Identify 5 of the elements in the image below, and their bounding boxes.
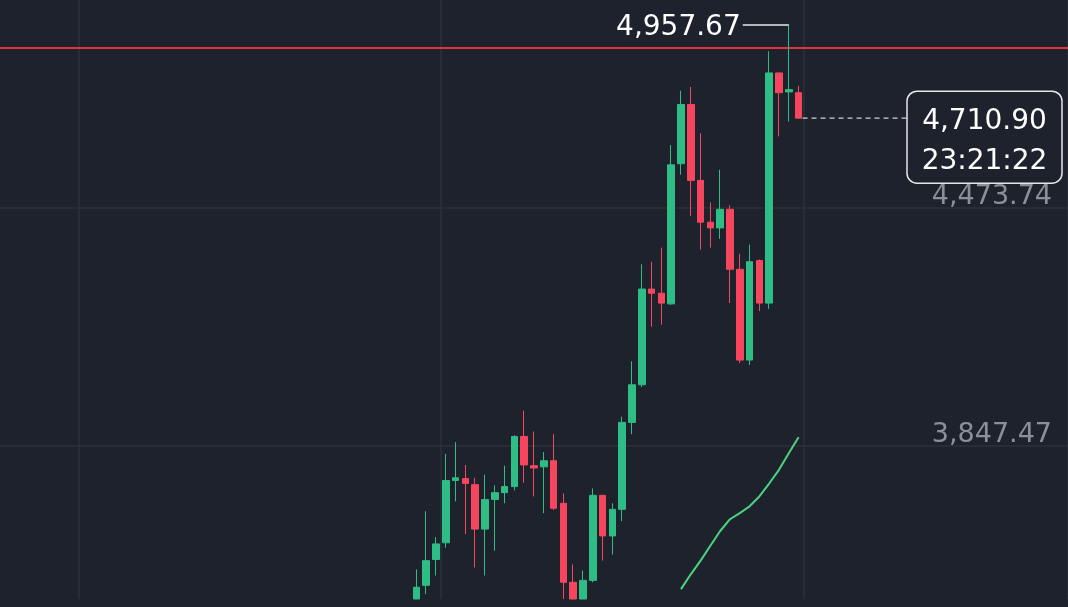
annotation: 4,710.90: [922, 102, 1047, 136]
annotation: 23:21:22: [921, 142, 1048, 176]
y-tick-label: 3,847.47: [931, 417, 1052, 449]
y-tick-label: 4,473.74: [931, 179, 1052, 211]
annotation: 4,957.67: [616, 8, 741, 42]
